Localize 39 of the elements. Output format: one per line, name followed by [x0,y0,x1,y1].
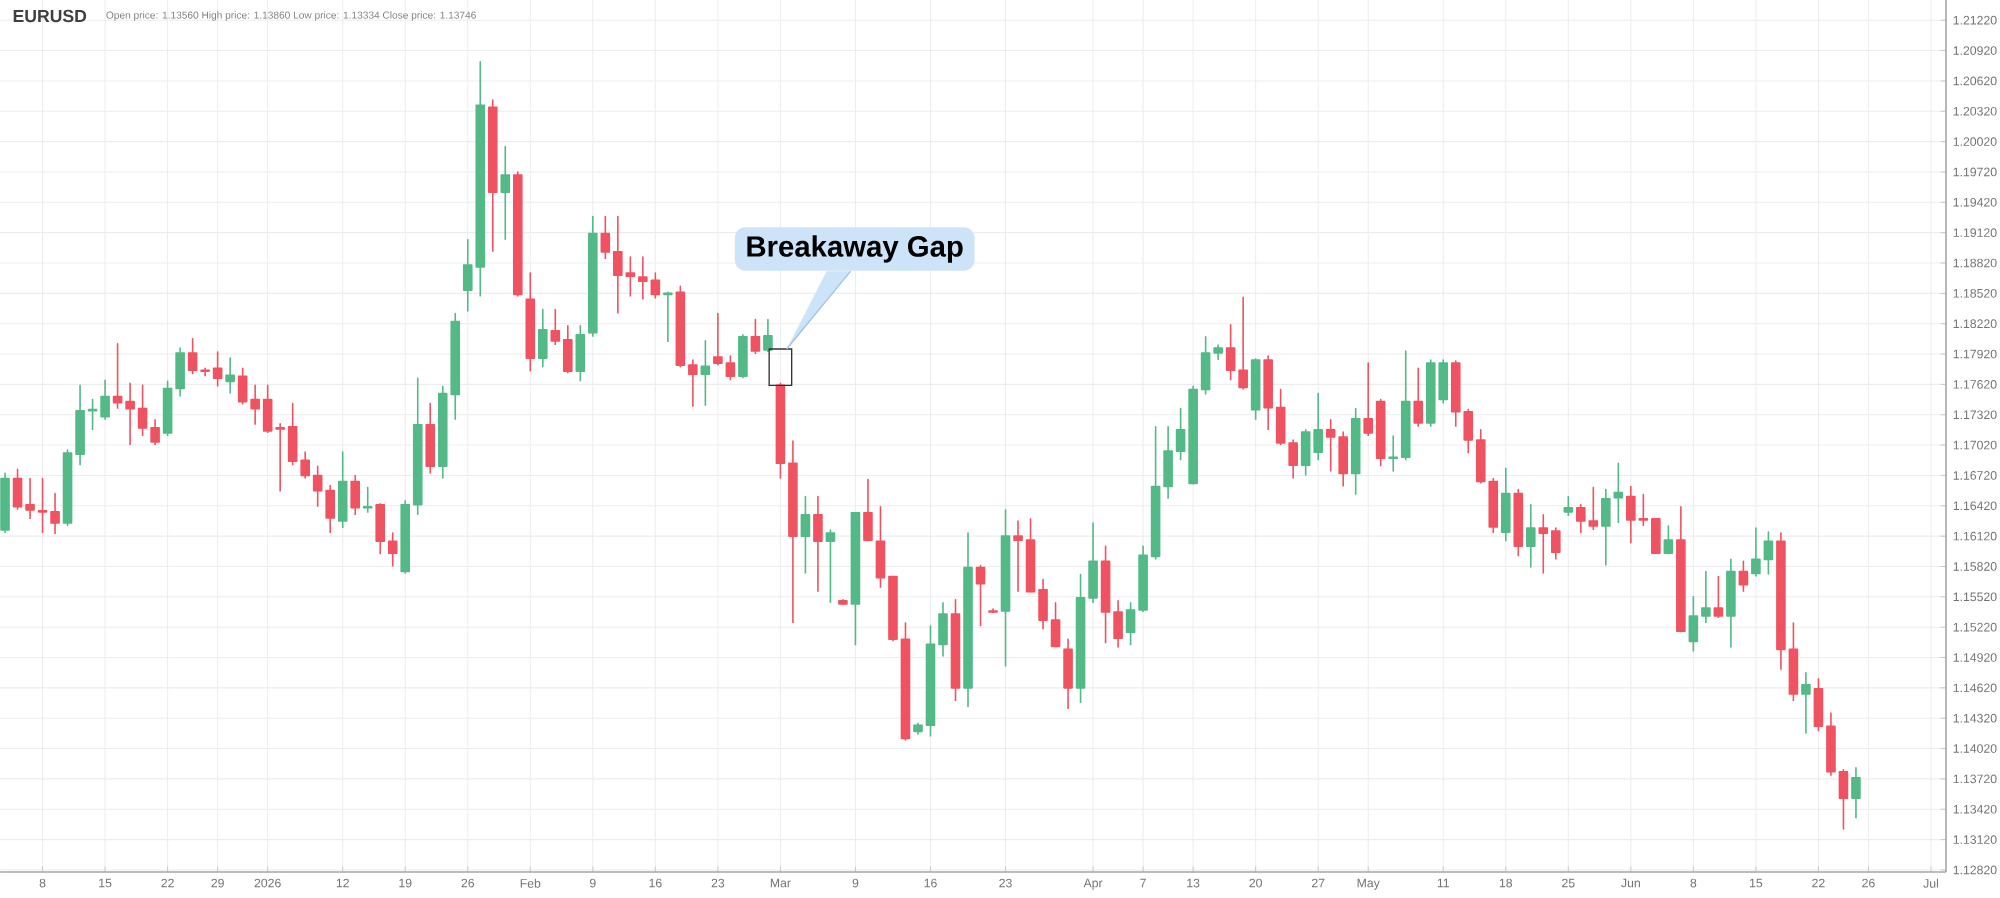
candlestick [425,402,436,475]
candlestick [1676,505,1686,634]
candlestick [588,215,598,338]
candlestick [1663,525,1674,556]
candlestick [1726,558,1736,649]
candlestick [1350,407,1361,496]
candlestick [537,308,548,368]
candlestick [1413,367,1424,428]
candlestick [663,291,673,343]
candlestick [512,171,523,298]
candlestick [337,451,348,529]
candlestick [1801,671,1811,735]
candlestick [750,318,761,355]
candlestick [850,512,861,647]
candlestick [838,599,848,606]
candlestick [1513,488,1524,558]
candlestick [738,334,748,380]
candlestick [500,145,511,241]
candlestick [1851,766,1861,820]
candlestick [963,532,973,708]
candlestick [1000,509,1011,668]
candlestick [0,472,10,534]
candlestick [362,486,373,514]
chart-title: EURUSD [13,9,87,23]
annotation: Breakaway Gap [747,235,963,263]
candlestick [1250,358,1261,421]
candlestick [988,608,998,614]
candlestick [1063,638,1073,710]
candlestick [487,99,498,253]
candlestick [1500,467,1511,542]
candlestick [525,272,536,373]
candlestick [763,318,773,353]
candlestick [813,495,823,593]
candlestick [950,599,961,702]
candlestick [225,357,235,395]
candlestick [350,474,360,516]
candlestick [575,324,586,383]
candlestick [1601,488,1611,567]
candlestick [1525,503,1536,569]
